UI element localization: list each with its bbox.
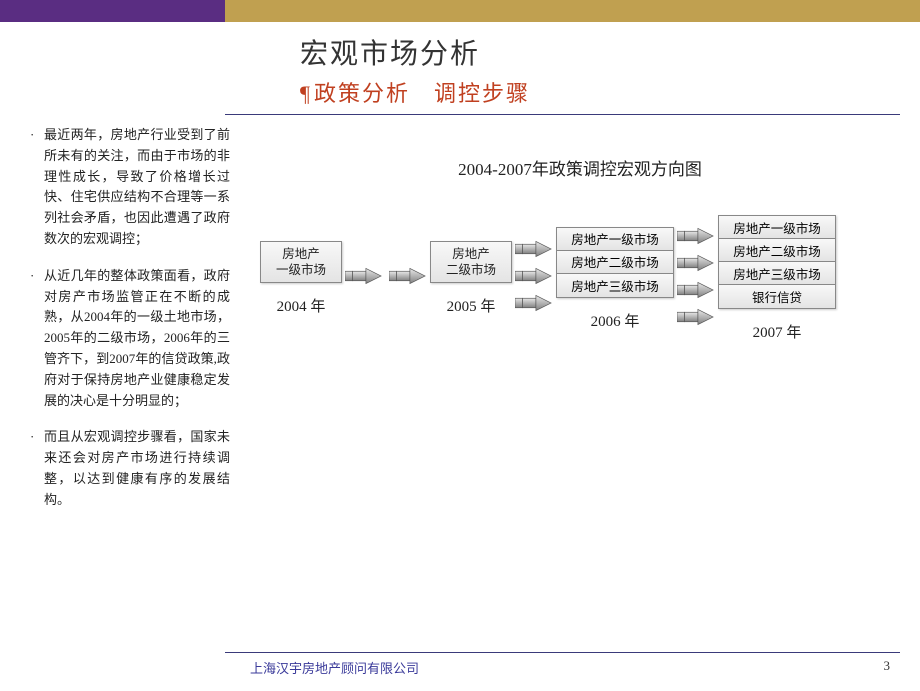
arrow-column	[515, 239, 553, 318]
sub-title: ¶政策分析 调控步骤	[300, 76, 920, 108]
footer-company: 上海汉宇房地产顾问有限公司	[250, 658, 419, 677]
flow-box-row: 房地产三级市场	[557, 274, 673, 297]
bullet-item: ·最近两年，房地产行业受到了前所未有的关注，而由于市场的非理性成长，导致了价格增…	[30, 125, 230, 250]
bullet-dot: ·	[30, 427, 44, 510]
year-label: 2005 年	[447, 295, 496, 316]
year-label: 2004 年	[277, 295, 326, 316]
content: ·最近两年，房地产行业受到了前所未有的关注，而由于市场的非理性成长，导致了价格增…	[0, 115, 920, 527]
flow-box-group: 房地产一级市场房地产二级市场房地产三级市场银行信贷	[718, 215, 836, 309]
year-label: 2006 年	[591, 310, 640, 331]
flow-box: 房地产 二级市场	[430, 241, 512, 283]
page-number: 3	[884, 658, 891, 677]
bullet-text: 最近两年，房地产行业受到了前所未有的关注，而由于市场的非理性成长，导致了价格增长…	[44, 125, 230, 250]
arrow-icon	[677, 307, 715, 327]
top-bar-gold	[225, 0, 920, 22]
chart-title: 2004-2007年政策调控宏观方向图	[260, 155, 900, 180]
arrow-column	[677, 226, 715, 332]
year-group: 房地产一级市场房地产二级市场房地产三级市场 2006 年	[556, 227, 674, 331]
arrow-column	[345, 266, 383, 291]
arrow-icon	[389, 266, 427, 286]
bullet-dot: ·	[30, 266, 44, 412]
arrow-icon	[677, 226, 715, 246]
bullet-dot: ·	[30, 125, 44, 250]
arrow-icon	[677, 280, 715, 300]
arrow-icon	[345, 266, 383, 286]
flow-box-row: 银行信贷	[719, 285, 835, 308]
year-group: 房地产一级市场房地产二级市场房地产三级市场银行信贷 2007 年	[718, 215, 836, 342]
arrow-icon	[515, 239, 553, 259]
left-column: ·最近两年，房地产行业受到了前所未有的关注，而由于市场的非理性成长，导致了价格增…	[30, 125, 230, 527]
flow-box-row: 房地产二级市场	[719, 239, 835, 262]
arrow-icon	[515, 293, 553, 313]
arrow-icon	[677, 253, 715, 273]
bullet-text: 从近几年的整体政策面看，政府对房产市场监管正在不断的成熟，从2004年的一级土地…	[44, 266, 230, 412]
flow-box-row: 房地产一级市场	[719, 216, 835, 239]
box-stack: 房地产 二级市场	[430, 241, 512, 283]
flow-box-row: 房地产三级市场	[719, 262, 835, 285]
footer: 上海汉宇房地产顾问有限公司 3	[250, 658, 890, 677]
footer-rule	[225, 652, 900, 653]
sub-title-text: 政策分析 调控步骤	[314, 81, 530, 106]
top-bar	[0, 0, 920, 22]
right-column: 2004-2007年政策调控宏观方向图 房地产 一级市场 2004 年 房地产 二…	[230, 125, 900, 527]
flow-box: 房地产 一级市场	[260, 241, 342, 283]
title-block: 宏观市场分析 ¶政策分析 调控步骤	[300, 32, 920, 108]
arrow-column	[389, 266, 427, 291]
year-label: 2007 年	[753, 321, 802, 342]
main-title: 宏观市场分析	[300, 32, 920, 72]
bullet-item: ·从近几年的整体政策面看，政府对房产市场监管正在不断的成熟，从2004年的一级土…	[30, 266, 230, 412]
pilcrow-icon: ¶	[300, 81, 312, 106]
flow-box-row: 房地产一级市场	[557, 228, 673, 251]
flow-box-row: 房地产二级市场	[557, 251, 673, 274]
box-stack: 房地产一级市场房地产二级市场房地产三级市场	[556, 227, 674, 298]
year-group: 房地产 二级市场 2005 年	[430, 241, 512, 316]
flow-box-group: 房地产一级市场房地产二级市场房地产三级市场	[556, 227, 674, 298]
bullet-text: 而且从宏观调控步骤看，国家未来还会对房产市场进行持续调整，以达到健康有序的发展结…	[44, 427, 230, 510]
bullet-item: ·而且从宏观调控步骤看，国家未来还会对房产市场进行持续调整，以达到健康有序的发展…	[30, 427, 230, 510]
year-group: 房地产 一级市场 2004 年	[260, 241, 342, 316]
box-stack: 房地产 一级市场	[260, 241, 342, 283]
arrow-icon	[515, 266, 553, 286]
top-bar-purple	[0, 0, 225, 22]
box-stack: 房地产一级市场房地产二级市场房地产三级市场银行信贷	[718, 215, 836, 309]
flow-diagram: 房地产 一级市场 2004 年 房地产 二级市场 2005 年	[260, 215, 900, 342]
